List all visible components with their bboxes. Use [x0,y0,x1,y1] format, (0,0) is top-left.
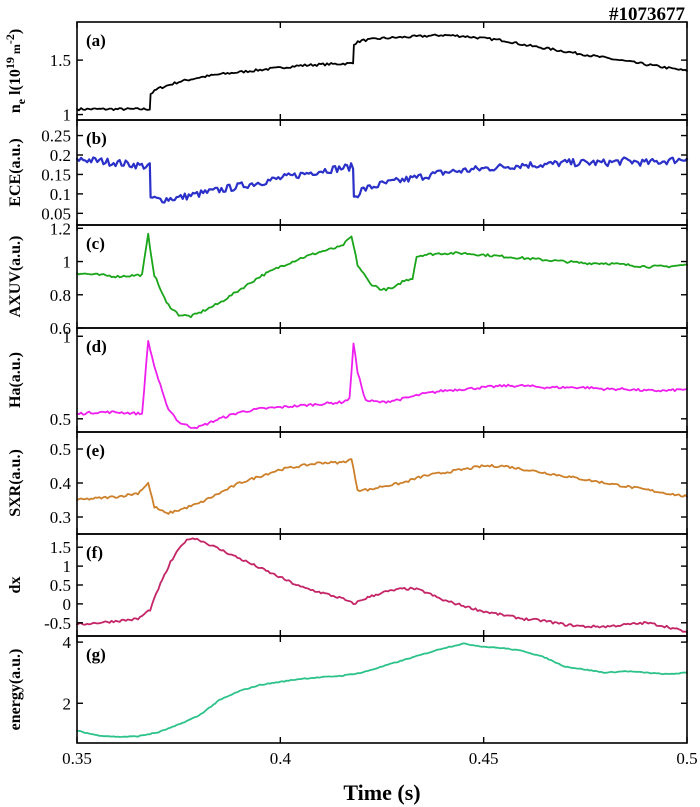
panels-group: 11.5(a)ne l(1019 m-2)0.050.10.150.20.25(… [3,21,698,768]
y-axis-title: energy(a.u.) [7,649,24,731]
y-axis-title: SXR(a.u.) [7,449,24,517]
y-axis-title: AXUV(a.u.) [7,236,24,318]
axes-frame [76,533,688,637]
y-tick-label: 0.5 [50,440,71,459]
y-tick-label: 1 [63,253,72,272]
shot-number-label: #1073677 [609,4,686,25]
x-tick-label: 0.4 [270,749,292,768]
axes-frame [76,119,688,226]
axes-frame [76,327,688,433]
series-line-b [75,156,689,204]
y-tick-label: 1.5 [50,538,71,557]
y-tick-label: 1 [63,557,72,576]
y-tick-label: 0.5 [50,410,71,429]
y-tick-label: 0.5 [50,576,71,595]
y-tick-label: 0.05 [41,204,71,223]
y-tick-label: 0.15 [41,165,71,184]
panel-label: (f) [86,543,103,562]
y-tick-label: 1 [63,327,72,346]
panel-e: 0.3 0.4 0.5 (e) SXR(a.u.) [7,431,688,535]
y-axis-title: Ha(a.u.) [7,352,24,408]
y-tick-label: 0.4 [50,474,72,493]
panel-label: (e) [86,441,105,460]
y-axis-title: dx [7,577,24,594]
panel-label: (c) [86,234,105,253]
y-tick-label: 0.6 [50,319,71,338]
x-tick-label: 0.35 [62,749,92,768]
axes-frame [76,635,688,744]
panel-f: -0.500.511.5 (f) dx [7,533,688,637]
y-tick-label: 0.2 [50,146,71,165]
y-tick-label: 0.25 [41,127,71,146]
panel-d: 0.5 1 (d) Ha(a.u.) [7,327,688,433]
panel-c: 0.6 0.8 1 1.2 (c) AXUV(a.u.) [7,219,688,338]
y-tick-label: 1.2 [50,219,71,238]
y-tick-label: 0.8 [50,286,71,305]
series-line-d [76,340,688,430]
panel-b: 0.050.10.150.20.25 (b) ECE(a.u.) [7,119,689,226]
y-axis-title: ne l(1019 m-2) [3,29,28,113]
y-tick-label: 1 [63,106,72,125]
panel-label: (d) [86,337,107,356]
panel-label: (a) [86,31,106,50]
series-line-f [76,537,688,634]
y-tick-label: 0.1 [50,185,71,204]
y-tick-label: 4 [63,633,72,652]
panel-label: (b) [86,129,107,148]
y-tick-label: 1.5 [50,51,71,70]
series-line-e [76,458,688,515]
panel-g: 2 4 (g) energy(a.u.) [7,633,688,744]
axes-frame [76,224,688,329]
y-tick-label: -0.5 [44,614,71,633]
y-tick-label: 0 [63,595,72,614]
x-tick-label: 0.5 [676,749,697,768]
axes-frame [76,21,688,121]
y-tick-label: 2 [63,694,72,713]
series-line-c [76,232,688,319]
y-tick-label: 0.3 [50,508,71,527]
series-line-a [76,33,688,112]
panel-label: (g) [86,645,106,664]
x-axis-title: Time (s) [343,780,420,805]
x-tick-label: 0.45 [469,749,499,768]
axes-frame [76,431,688,535]
series-line-g [76,642,688,738]
y-axis-title: ECE(a.u.) [7,138,24,206]
panel-a: 1 1.5 (a) ne l(1019 m-2) [3,21,688,125]
